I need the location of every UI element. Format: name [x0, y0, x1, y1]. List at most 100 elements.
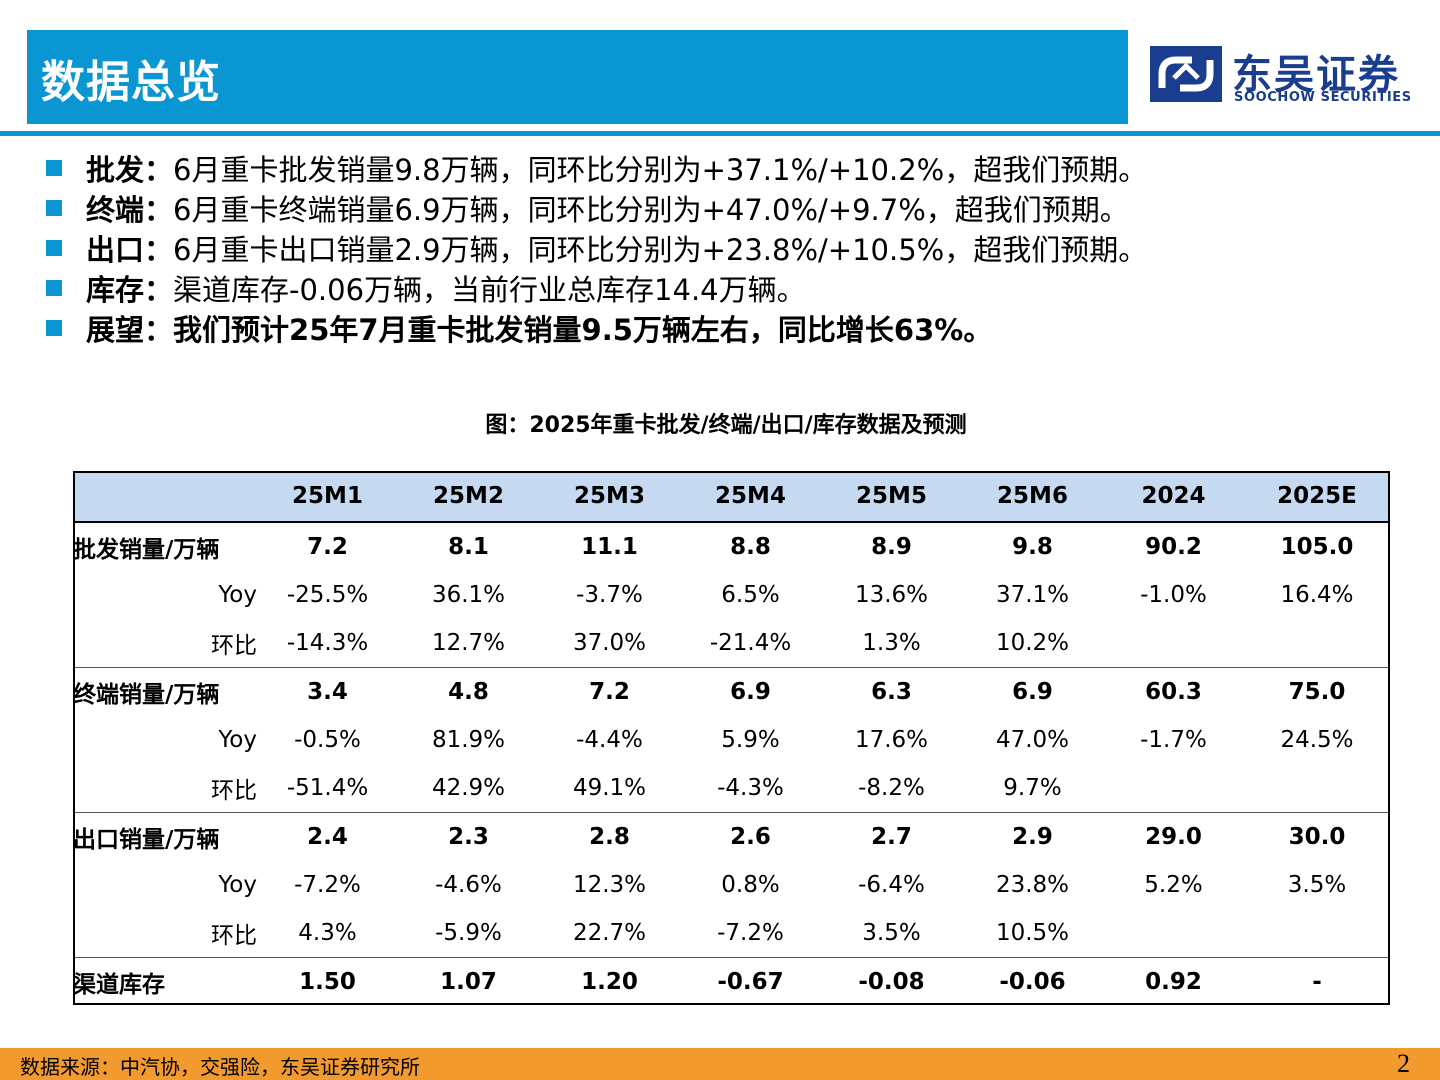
table-cell: -4.3%: [680, 764, 821, 813]
table-cell: 6.9: [730, 679, 771, 705]
table-cell: 12.7%: [398, 619, 539, 668]
bullet-square-icon: [46, 320, 62, 336]
table-cell: 49.1%: [539, 764, 680, 813]
logo-chinese-name: 东吴证券: [1232, 52, 1400, 98]
column-header: 2025E: [1244, 471, 1390, 523]
table-cell: -5.9%: [398, 909, 539, 958]
bullet-terminal: 终端： 6月重卡终端销量6.9万辆，同环比分别为+47.0%/+9.7%，超我们…: [46, 188, 1406, 228]
table-cell: -7.2%: [294, 872, 361, 898]
table-cell: 2.3: [448, 824, 489, 850]
table-cell: 36.1%: [431, 582, 506, 608]
bullet-key: 批发：: [86, 153, 174, 187]
table-cell: 6.3: [871, 679, 912, 705]
logo-english-name: SOOCHOW SECURITIES: [1234, 90, 1412, 105]
bullet-key: 终端：: [86, 193, 174, 227]
row-label: 环比: [73, 909, 257, 958]
row-label: Yoy: [218, 727, 257, 753]
table-cell: 10.5%: [962, 909, 1103, 958]
table-cell: 2.7: [871, 824, 912, 850]
table-cell: 7.2: [589, 679, 630, 705]
bullet-square-icon: [46, 160, 62, 176]
table-cell: 29.0: [1145, 824, 1202, 850]
row-label: Yoy: [218, 582, 257, 608]
table-cell: 0.92: [1145, 969, 1202, 995]
data-source-note: 数据来源：中汽协，交强险，东吴证券研究所: [20, 1055, 420, 1079]
table-cell: 81.9%: [431, 727, 506, 753]
table-cell: 8.1: [448, 534, 489, 560]
column-header: 25M6: [962, 471, 1103, 523]
logo-mark-icon: [1150, 46, 1222, 102]
table-cell: -3.7%: [576, 582, 643, 608]
table-cell: -14.3%: [257, 619, 398, 668]
bullet-text: 渠道库存-0.06万辆，当前行业总库存14.4万辆。: [173, 273, 806, 307]
bullet-text: 6月重卡批发销量9.8万辆，同环比分别为+37.1%/+10.2%，超我们预期。: [173, 153, 1148, 187]
table-row-main: 终端销量/万辆 3.4 4.8 7.2 6.9 6.3 6.9 60.3 75.0: [73, 668, 1390, 717]
row-label: 环比: [73, 764, 257, 813]
row-label: 批发销量/万辆: [73, 537, 220, 563]
table-cell: 0.8%: [721, 872, 780, 898]
table-cell: 1.50: [299, 969, 356, 995]
table-cell: 10.2%: [962, 619, 1103, 668]
table-cell: -0.08: [858, 969, 925, 995]
table-row: 环比 4.3% -5.9% 22.7% -7.2% 3.5% 10.5%: [73, 909, 1390, 958]
table-cell: 11.1: [581, 534, 638, 560]
table-cell: 2.8: [589, 824, 630, 850]
bullet-inventory: 库存： 渠道库存-0.06万辆，当前行业总库存14.4万辆。: [46, 268, 1406, 308]
table-cell: -4.4%: [576, 727, 643, 753]
table-cell: 24.5%: [1280, 727, 1354, 753]
bullet-outlook: 展望： 我们预计25年7月重卡批发销量9.5万辆左右，同比增长63%。: [46, 308, 1406, 348]
table-cell: -6.4%: [858, 872, 925, 898]
bullet-text: 6月重卡终端销量6.9万辆，同环比分别为+47.0%/+9.7%，超我们预期。: [173, 193, 1129, 227]
table-cell: -8.2%: [821, 764, 962, 813]
table-header-row: 25M1 25M2 25M3 25M4 25M5 25M6 2024 2025E: [73, 471, 1390, 523]
page-number: 2: [1397, 1049, 1410, 1078]
table-cell: 75.0: [1288, 679, 1346, 705]
header-divider: [0, 131, 1440, 136]
table-cell: [1103, 909, 1244, 958]
table-row-main: 渠道库存 1.50 1.07 1.20 -0.67 -0.08 -0.06 0.92 -: [73, 958, 1390, 1007]
table-cell: 9.7%: [962, 764, 1103, 813]
bullet-export: 出口： 6月重卡出口销量2.9万辆，同环比分别为+23.8%/+10.5%，超我…: [46, 228, 1406, 268]
bullet-text: 6月重卡出口销量2.9万辆，同环比分别为+23.8%/+10.5%，超我们预期。: [173, 233, 1148, 267]
bullet-key: 库存：: [86, 273, 174, 307]
table-cell: -1.0%: [1140, 582, 1207, 608]
table-cell: -51.4%: [257, 764, 398, 813]
table-cell: -: [1312, 969, 1322, 995]
table-cell: [1103, 764, 1244, 813]
table-cell: -0.5%: [294, 727, 361, 753]
table-cell: -25.5%: [286, 582, 369, 608]
table-cell: 60.3: [1145, 679, 1202, 705]
table-cell: 6.5%: [721, 582, 780, 608]
table-cell: 30.0: [1288, 824, 1346, 850]
company-logo: 东吴证券 SOOCHOW SECURITIES: [1148, 40, 1418, 110]
table-row: Yoy -25.5% 36.1% -3.7% 6.5% 13.6% 37.1% -1.0% 16…: [73, 571, 1390, 619]
table-cell: 2.4: [307, 824, 348, 850]
table-cell: 17.6%: [854, 727, 929, 753]
table-cell: 9.8: [1012, 534, 1053, 560]
table-row-main: 批发销量/万辆 7.2 8.1 11.1 8.8 8.9 9.8 90.2 105.0: [73, 522, 1390, 571]
table-cell: 4.8: [448, 679, 489, 705]
column-header: 25M4: [680, 471, 821, 523]
table-cell: [1244, 619, 1390, 668]
table-row: 环比 -14.3% 12.7% 37.0% -21.4% 1.3% 10.2%: [73, 619, 1390, 668]
bullet-square-icon: [46, 200, 62, 216]
table-cell: 8.9: [871, 534, 912, 560]
table-cell: 8.8: [730, 534, 771, 560]
table-cell: -0.67: [717, 969, 784, 995]
table-cell: 3.5%: [1287, 872, 1347, 898]
table-cell: 23.8%: [995, 872, 1070, 898]
table-cell: 5.2%: [1144, 872, 1203, 898]
table-cell: 37.1%: [995, 582, 1070, 608]
table-cell: 105.0: [1280, 534, 1354, 560]
table-row: Yoy -0.5% 81.9% -4.4% 5.9% 17.6% 47.0% -1.7% 24.…: [73, 716, 1390, 764]
column-header: 25M3: [539, 471, 680, 523]
bullet-key: 出口：: [86, 233, 174, 267]
bullet-key: 展望：: [86, 313, 174, 347]
table-cell: [1244, 909, 1390, 958]
table-cell: -0.06: [999, 969, 1066, 995]
column-header: 25M1: [257, 471, 398, 523]
table-cell: 12.3%: [572, 872, 647, 898]
table-cell: -21.4%: [680, 619, 821, 668]
table-cell: -1.7%: [1140, 727, 1207, 753]
page-title: 数据总览: [41, 57, 221, 108]
